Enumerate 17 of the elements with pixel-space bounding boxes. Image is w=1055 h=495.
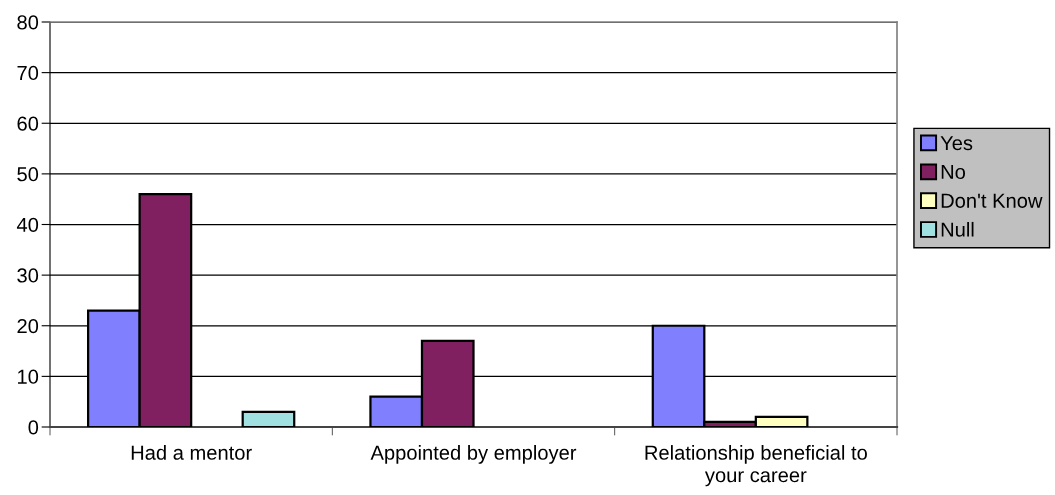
- y-tick-label: 50: [17, 167, 39, 182]
- legend-label: Null: [941, 221, 974, 237]
- y-tick-label: 80: [17, 15, 39, 30]
- y-tick-label: 70: [17, 65, 39, 81]
- y-tick-label: 60: [17, 116, 39, 131]
- y-tick-label: 40: [16, 217, 39, 232]
- y-tick-label: 20: [17, 318, 39, 334]
- legend-label: Yes: [940, 136, 973, 151]
- legend-label: Don't Know: [941, 193, 1043, 208]
- legend-label: No: [941, 164, 966, 180]
- bar: [241, 410, 296, 427]
- x-tick-label: Relationship beneficial to your career: [645, 445, 867, 487]
- x-tick-label: Had a mentor: [131, 445, 252, 460]
- y-tick-label: 10: [18, 369, 39, 384]
- x-tick-label: Appointed by employer: [370, 445, 577, 464]
- y-tick-label: 30: [17, 268, 39, 283]
- y-tick-label: 0: [28, 420, 39, 435]
